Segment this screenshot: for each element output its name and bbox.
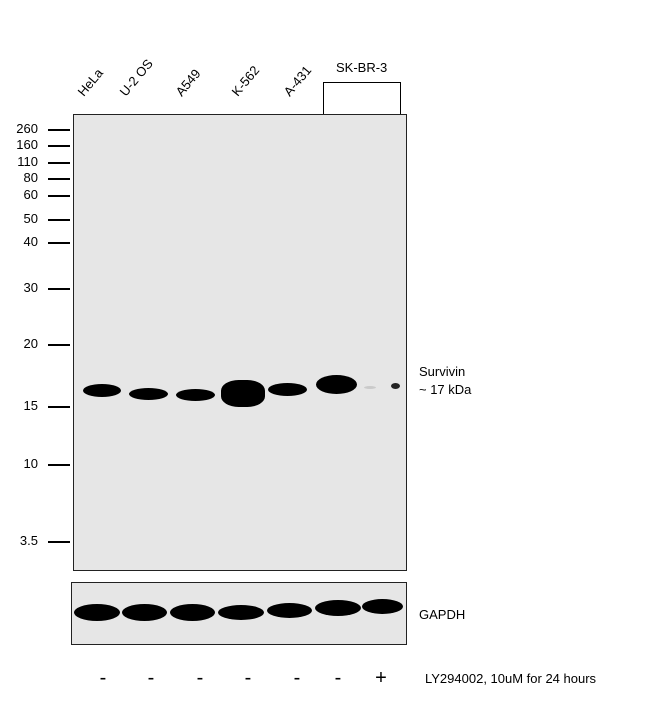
survivin-band-u2os bbox=[129, 388, 168, 400]
target-name: Survivin bbox=[419, 364, 466, 379]
treatment-sign-1: - bbox=[99, 667, 107, 689]
gapdh-band-3 bbox=[170, 604, 215, 621]
mw-tick-3-5 bbox=[48, 541, 70, 543]
lane-label-hela: HeLa bbox=[74, 65, 106, 99]
mw-label-20: 20 bbox=[23, 336, 38, 351]
mw-label-15: 15 bbox=[23, 398, 38, 413]
lane-label-u2os: U-2 OS bbox=[116, 56, 156, 99]
survivin-band-hela bbox=[83, 384, 121, 397]
mw-tick-60 bbox=[48, 195, 70, 197]
treatment-sign-3: - bbox=[196, 667, 204, 689]
survivin-band-skbr3-treated-faint bbox=[364, 386, 376, 389]
survivin-band-a549 bbox=[176, 389, 215, 401]
mw-tick-40 bbox=[48, 242, 70, 244]
mw-tick-10 bbox=[48, 464, 70, 466]
target-size: ~ 17 kDa bbox=[419, 382, 472, 397]
mw-label-10: 10 bbox=[23, 456, 38, 471]
target-label: Survivin ~ 17 kDa bbox=[419, 363, 471, 399]
gapdh-band-2 bbox=[122, 604, 167, 621]
treatment-sign-4: - bbox=[244, 667, 252, 689]
gapdh-band-5 bbox=[267, 603, 312, 618]
mw-tick-15 bbox=[48, 406, 70, 408]
lane-label-a549: A549 bbox=[172, 66, 204, 99]
mw-label-3-5: 3.5 bbox=[19, 533, 38, 548]
mw-tick-160 bbox=[48, 145, 70, 147]
gapdh-blot-panel bbox=[71, 582, 407, 645]
survivin-band-skbr3-treated bbox=[391, 383, 400, 389]
gapdh-band-6 bbox=[315, 600, 361, 616]
treatment-sign-6: - bbox=[334, 667, 342, 689]
gapdh-band-4 bbox=[218, 605, 264, 620]
survivin-band-k562 bbox=[221, 380, 265, 407]
mw-label-30: 30 bbox=[23, 280, 38, 295]
loading-control-label: GAPDH bbox=[419, 607, 466, 622]
mw-tick-50 bbox=[48, 219, 70, 221]
survivin-band-skbr3-untreated bbox=[316, 375, 357, 394]
treatment-sign-2: - bbox=[147, 667, 155, 689]
mw-tick-20 bbox=[48, 344, 70, 346]
mw-label-80: 80 bbox=[23, 170, 38, 185]
mw-tick-260 bbox=[48, 129, 70, 131]
mw-label-260: 260 bbox=[16, 121, 38, 136]
lane-label-k562: K-562 bbox=[228, 62, 263, 99]
mw-tick-30 bbox=[48, 288, 70, 290]
group-label-skbr3: SK-BR-3 bbox=[336, 60, 388, 75]
treatment-label: LY294002, 10uM for 24 hours bbox=[425, 671, 597, 686]
survivin-band-a431 bbox=[268, 383, 307, 396]
gapdh-band-7 bbox=[362, 599, 403, 614]
gapdh-band-1 bbox=[74, 604, 120, 621]
mw-label-60: 60 bbox=[23, 187, 38, 202]
mw-tick-110 bbox=[48, 162, 70, 164]
mw-label-50: 50 bbox=[23, 211, 38, 226]
mw-label-110: 110 bbox=[17, 154, 38, 169]
mw-label-40: 40 bbox=[23, 234, 38, 249]
treatment-sign-7: + bbox=[375, 667, 387, 689]
mw-label-160: 160 bbox=[16, 137, 38, 152]
mw-tick-80 bbox=[48, 178, 70, 180]
group-bracket bbox=[323, 82, 401, 114]
treatment-sign-5: - bbox=[293, 667, 301, 689]
survivin-blot-panel bbox=[73, 114, 407, 571]
lane-label-a431: A-431 bbox=[280, 62, 315, 99]
